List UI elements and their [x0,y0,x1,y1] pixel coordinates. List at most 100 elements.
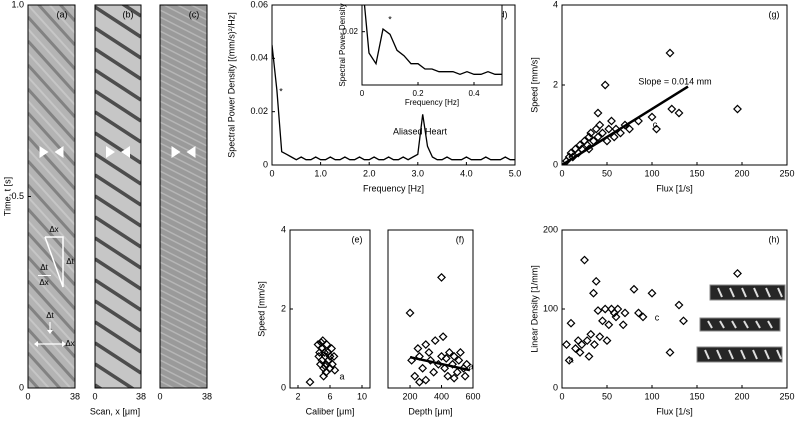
stripe [160,226,207,252]
annotation: a [339,371,344,381]
stripe [160,338,207,364]
frame [561,229,788,389]
stripe [175,5,207,21]
panel-label: (c) [189,9,200,19]
stripe [160,121,207,147]
annotation: * [279,86,283,96]
point [429,367,439,377]
y-tick-label: 0.5 [11,191,24,201]
stripe [95,26,141,60]
point [460,371,470,381]
stripe [160,51,207,77]
stripe [28,279,75,335]
x-axis-label: Caliber [μm] [306,406,355,416]
y-axis-label: Spectral Power Density [338,3,347,86]
stripe [28,15,75,71]
stripe [95,341,141,375]
point [600,304,610,314]
point [616,128,625,138]
x-tick-label: 0 [360,89,365,98]
point [586,128,596,138]
point [330,365,340,375]
stripe [95,362,136,388]
arrowhead [54,146,64,158]
stripe [48,5,75,34]
point [571,344,580,353]
stripe [160,261,207,287]
strip-mark [752,349,758,360]
point [647,288,657,298]
slope-triangle [44,236,64,288]
point [598,316,607,326]
stripe [160,184,207,210]
x-axis-label: Flux [1/s] [656,183,693,193]
stripe [28,63,75,119]
x-axis-label: Frequency [Hz] [363,183,424,193]
stripe [28,111,75,167]
stripe [160,16,207,42]
x-tick-label: 200 [734,391,749,401]
point [607,116,616,126]
arrowhead [34,341,38,347]
annotation: Δx [49,225,58,234]
x-tick-label: 0.4 [468,89,480,98]
annotation: * [388,14,392,24]
point [598,128,607,138]
point [444,348,454,357]
inset-background [362,5,502,85]
x-tick-label: 0 [25,391,30,401]
annotation: Aliased Heart [393,126,448,136]
point [562,340,571,349]
panel-label: (b) [123,9,134,19]
stripe [160,114,207,140]
frame [387,229,474,389]
strip-mark [741,287,747,298]
stripe [95,5,141,39]
point [604,124,614,134]
stripe [160,65,207,91]
arrowhead [62,341,66,347]
arrowhead [121,146,130,158]
strip-mark [729,287,735,298]
stripe [160,282,207,308]
x-tick-label: 200 [403,391,418,401]
point [317,344,327,353]
stripe [28,268,75,322]
stripe [160,170,207,196]
point [591,276,601,286]
stripe [160,324,207,350]
stripe [28,124,75,178]
point [575,348,585,357]
x-tick-label: 100 [644,168,659,178]
point [584,351,594,361]
point [413,344,423,353]
point [405,308,415,318]
plot-area [272,44,515,161]
point [437,272,446,282]
point [327,359,337,369]
point [733,269,742,278]
point [634,308,643,318]
point [421,340,431,349]
stripe [160,233,207,259]
point [315,348,325,357]
stripe [28,220,75,274]
stripe [28,244,75,298]
stripe [160,366,203,388]
frame [289,229,371,389]
stripe [160,268,207,294]
x-tick-label: 200 [734,168,749,178]
strip-mark [728,349,734,360]
panel-label: (f) [456,234,465,244]
stripe [160,289,207,315]
stripe [162,5,207,28]
y-tick-label: 2 [553,79,558,89]
panel-label: (e) [352,234,363,244]
x-tick-label: 38 [136,391,146,401]
strip-mark [743,320,749,329]
stripe [160,37,207,63]
y-tick-label: 4 [281,224,286,234]
stripe [160,240,207,266]
plot-area [562,48,742,165]
stripe [95,320,141,354]
